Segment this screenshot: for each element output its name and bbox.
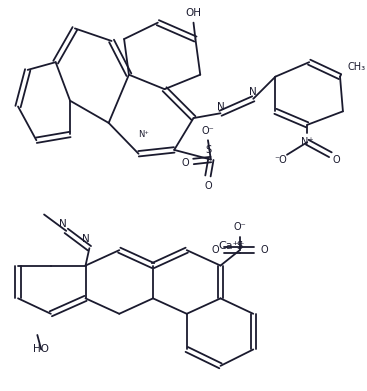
Text: O: O bbox=[212, 245, 219, 255]
Text: OH: OH bbox=[185, 8, 201, 18]
Text: N⁺: N⁺ bbox=[301, 137, 313, 147]
Text: S: S bbox=[205, 145, 211, 155]
Text: N: N bbox=[81, 233, 90, 244]
Text: O: O bbox=[260, 245, 268, 255]
Text: N: N bbox=[59, 219, 67, 229]
Text: CH₃: CH₃ bbox=[348, 62, 366, 72]
Text: ⁻O: ⁻O bbox=[274, 154, 287, 165]
Text: O: O bbox=[204, 181, 212, 190]
Text: O⁻: O⁻ bbox=[201, 126, 214, 136]
Text: N: N bbox=[217, 102, 224, 113]
Text: O: O bbox=[182, 158, 190, 169]
Text: O: O bbox=[333, 154, 340, 165]
Text: N: N bbox=[250, 87, 257, 97]
Text: S: S bbox=[237, 241, 243, 251]
Text: HO: HO bbox=[33, 344, 49, 355]
Text: Ca⁺⁺: Ca⁺⁺ bbox=[219, 241, 245, 251]
Text: N⁺: N⁺ bbox=[138, 130, 149, 139]
Text: O⁻: O⁻ bbox=[233, 222, 246, 232]
